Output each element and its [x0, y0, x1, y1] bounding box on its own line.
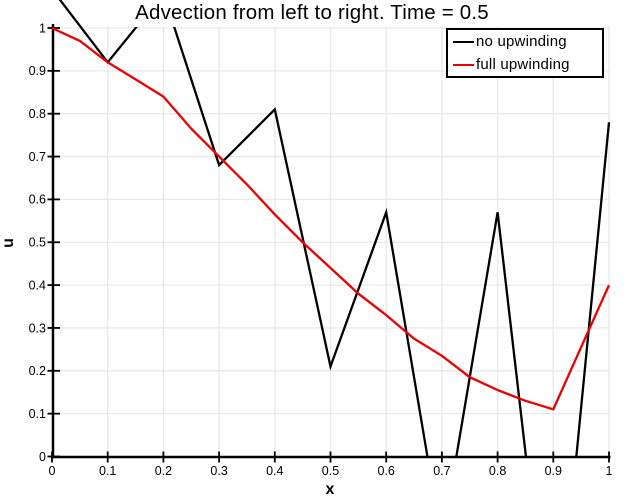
svg-text:0.3: 0.3: [210, 464, 227, 478]
legend-line-swatch-black: [453, 40, 474, 43]
legend-label: no upwinding: [476, 33, 567, 50]
svg-text:0.7: 0.7: [29, 150, 46, 164]
legend: no upwinding full upwinding: [446, 28, 604, 78]
svg-text:1: 1: [606, 464, 613, 478]
svg-text:0.6: 0.6: [378, 464, 395, 478]
svg-text:0.2: 0.2: [29, 364, 46, 378]
svg-text:0.5: 0.5: [29, 236, 46, 250]
svg-text:0.5: 0.5: [322, 464, 339, 478]
svg-text:0.6: 0.6: [29, 193, 46, 207]
svg-text:0.9: 0.9: [545, 464, 562, 478]
svg-text:0.8: 0.8: [489, 464, 506, 478]
svg-text:0.4: 0.4: [266, 464, 283, 478]
svg-text:0: 0: [49, 464, 56, 478]
svg-text:0.1: 0.1: [29, 407, 46, 421]
legend-item-no-upwinding: no upwinding: [448, 30, 602, 53]
legend-line-swatch-red: [453, 63, 474, 66]
svg-text:0.9: 0.9: [29, 64, 46, 78]
y-axis-label: u: [0, 238, 17, 248]
svg-text:0: 0: [39, 450, 46, 464]
svg-text:0.7: 0.7: [433, 464, 450, 478]
x-axis-label: x: [325, 481, 335, 498]
svg-text:0.2: 0.2: [155, 464, 172, 478]
svg-text:1: 1: [39, 21, 46, 35]
svg-text:0.3: 0.3: [29, 321, 46, 335]
svg-text:0.4: 0.4: [29, 278, 46, 292]
svg-text:0.8: 0.8: [29, 107, 46, 121]
legend-item-full-upwinding: full upwinding: [448, 53, 602, 76]
svg-text:0.1: 0.1: [99, 464, 116, 478]
legend-label: full upwinding: [476, 56, 570, 73]
